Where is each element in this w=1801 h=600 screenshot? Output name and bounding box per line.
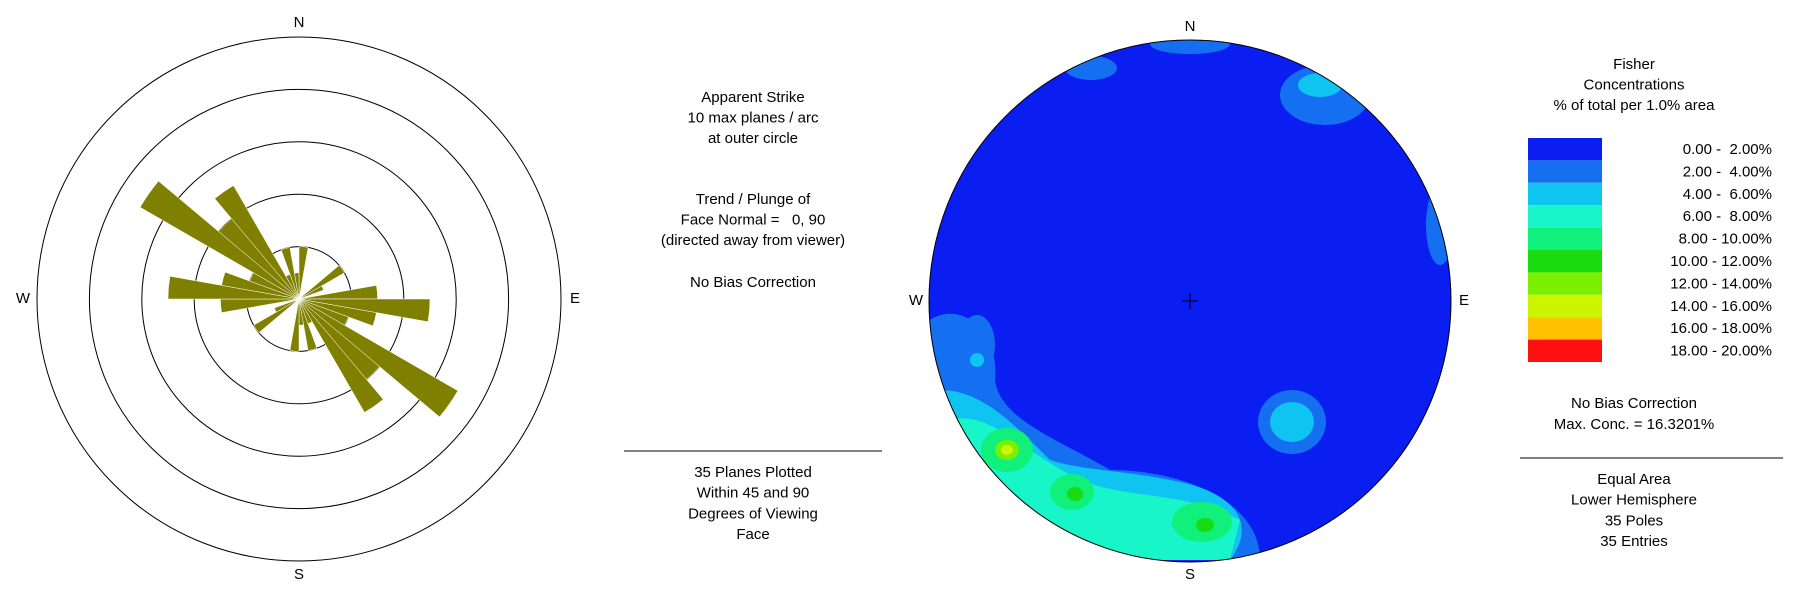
legend-label: 16.00 - 18.00% [1670, 320, 1772, 337]
info-text: 35 Planes Plotted [694, 464, 812, 481]
petal [221, 271, 300, 300]
compass-label: N [1185, 18, 1196, 35]
compass-label: N [294, 14, 305, 31]
legend-swatch [1528, 160, 1602, 183]
legend-label: 10.00 - 12.00% [1670, 253, 1772, 270]
legend-title: Fisher [1613, 56, 1655, 73]
legend-swatch [1528, 294, 1602, 318]
legend-swatch [1528, 182, 1602, 206]
legend-label: 2.00 - 4.00% [1683, 163, 1772, 180]
legend-swatch [1528, 250, 1602, 273]
legend-label: 0.00 - 2.00% [1683, 141, 1772, 158]
petal [298, 298, 459, 418]
petal [298, 264, 345, 300]
compass-label: S [1185, 566, 1195, 583]
info-text: No Bias Correction [690, 274, 816, 291]
contour-region [1067, 487, 1083, 501]
contour-region [1270, 402, 1314, 442]
legend-swatch [1528, 317, 1602, 340]
legend-title: Concentrations [1584, 76, 1685, 93]
compass-label: W [909, 292, 924, 309]
grid-ring [88, 88, 510, 510]
grid-ring [141, 141, 457, 457]
contour-region [970, 353, 984, 367]
contour-region [1196, 518, 1214, 532]
legend-label: 8.00 - 10.00% [1679, 231, 1772, 248]
center-cross [1182, 293, 1198, 309]
legend-swatch [1528, 339, 1602, 362]
petal [298, 298, 384, 413]
info-text: 10 max planes / arc [688, 109, 819, 126]
petal [139, 180, 300, 300]
petal [294, 272, 300, 300]
info-text: (directed away from viewer) [661, 232, 845, 249]
petal [280, 247, 300, 300]
info-text: Face [736, 526, 769, 543]
petal [298, 298, 318, 351]
legend-title: % of total per 1.0% area [1554, 97, 1716, 114]
petal [298, 298, 377, 327]
compass-label: E [1459, 292, 1469, 309]
grid-ring [36, 36, 562, 562]
legend-label: 4.00 - 6.00% [1683, 186, 1772, 203]
info-text: Degrees of Viewing [688, 505, 818, 522]
contour-region [1150, 40, 1230, 54]
note: Max. Conc. = 16.3201% [1554, 416, 1715, 433]
footer: Lower Hemisphere [1571, 492, 1697, 509]
info-text: Trend / Plunge of [696, 191, 811, 208]
footer: 35 Poles [1605, 512, 1663, 529]
compass-label: E [570, 290, 580, 307]
compass-label: W [16, 290, 31, 307]
note: No Bias Correction [1571, 395, 1697, 412]
legend-swatch [1528, 138, 1602, 161]
stereonet-outline [928, 39, 1452, 563]
info-text: Apparent Strike [701, 89, 804, 106]
legend-label: 14.00 - 16.00% [1670, 298, 1772, 315]
legend-label: 12.00 - 14.00% [1670, 275, 1772, 292]
footer: 35 Entries [1600, 533, 1668, 550]
footer: Equal Area [1597, 471, 1671, 488]
contour-region [1001, 445, 1013, 455]
petal [214, 185, 300, 300]
legend-label: 18.00 - 20.00% [1670, 343, 1772, 360]
compass-label: S [294, 566, 304, 583]
contour-region [1298, 73, 1342, 97]
legend-label: 6.00 - 8.00% [1683, 208, 1772, 225]
petal [274, 298, 300, 313]
contour-region [959, 315, 995, 375]
legend-swatch [1528, 272, 1602, 295]
info-text: Face Normal = 0, 90 [681, 211, 826, 228]
petal [298, 285, 324, 300]
info-text: Within 45 and 90 [697, 485, 810, 502]
legend-swatch [1528, 227, 1602, 250]
petal [289, 298, 300, 352]
petal [253, 298, 300, 334]
info-text: at outer circle [708, 130, 798, 147]
petal [298, 246, 309, 300]
legend-swatch [1528, 205, 1602, 228]
